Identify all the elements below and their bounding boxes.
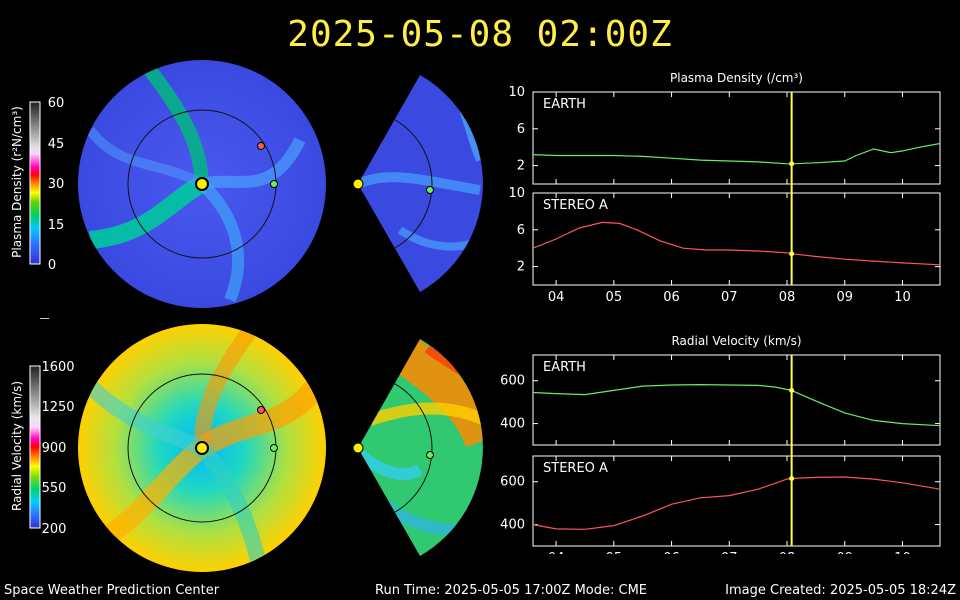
chart-panel-3 [532,455,941,547]
chart-title: Radial Velocity (km/s) [671,334,801,348]
chart-panel-1 [532,192,941,286]
stereo-a-marker [257,406,265,414]
separator-dash [40,318,49,319]
x-tick-label: 07 [721,290,738,305]
footer-run-time: Run Time: 2025-05-05 17:00Z Mode: CME [375,583,648,598]
earth-marker [270,444,278,452]
density-ecliptic-map [78,60,326,308]
velocity-colorbar [29,365,41,529]
sun-icon [195,177,209,191]
y-tick-label: 600 [500,374,525,389]
y-tick-label: 6 [517,223,525,238]
x-tick-label: 08 [779,290,796,305]
time-series-charts: Plasma Density (/cm³) Radial Velocity (km… [500,71,941,554]
velocity-tick-200: 200 [41,522,67,537]
earth-marker [426,186,434,194]
y-tick-label: 6 [517,122,525,137]
density-tick-30: 30 [47,177,65,192]
x-tick-label: 06 [663,551,680,554]
density-tick-0: 0 [47,258,57,273]
y-tick-label: 10 [508,85,525,100]
x-tick-label: 06 [663,290,680,305]
sun-icon [195,441,209,455]
y-tick-label: 400 [500,417,525,432]
chart-frame [532,354,941,446]
series-line [532,476,941,530]
x-tick-label: 04 [548,551,565,554]
chart-title: Plasma Density (/cm³) [670,71,803,85]
current-value-dot [789,251,795,257]
series-line [532,383,941,427]
density-colorbar [29,101,41,265]
density-tick-45: 45 [47,137,65,152]
x-tick-label: 10 [894,551,911,554]
earth-marker [426,451,434,459]
density-tick-15: 15 [47,218,65,233]
earth-marker [270,180,278,188]
x-tick-label: 08 [779,551,796,554]
density-tick-60: 60 [47,96,65,111]
footer-image-created: Image Created: 2025-05-05 18:24Z [725,583,956,598]
panel-label: EARTH [543,360,586,375]
series-line [532,221,941,266]
chart-panel-2 [532,354,941,446]
sun-icon [352,442,364,454]
panel-label: STEREO A [543,198,608,213]
footer-center-name: Space Weather Prediction Center [4,583,220,598]
chart-frame [532,192,941,286]
y-tick-label: 10 [508,186,525,201]
velocity-tick-550: 550 [41,481,67,496]
velocity-tick-900: 900 [41,441,67,456]
chart-frame [532,455,941,547]
y-tick-label: 400 [500,518,525,533]
velocity-ecliptic-map [78,324,326,572]
panel-label: STEREO A [543,461,608,476]
x-tick-label: 05 [606,290,623,305]
sun-icon [352,178,364,190]
y-tick-label: 2 [517,159,525,174]
chart-panel-0 [532,91,941,185]
x-tick-label: 10 [894,290,911,305]
x-tick-label: 07 [721,551,738,554]
velocity-tick-1250: 1250 [41,400,75,415]
current-value-dot [789,387,795,393]
velocity-tick-1600: 1600 [41,360,75,375]
current-value-dot [789,161,795,167]
current-value-dot [789,476,795,481]
series-line [532,142,941,165]
x-tick-label: 05 [606,551,623,554]
model-timestamp: 2025-05-08 02:00Z [287,14,673,55]
panel-label: EARTH [543,97,586,112]
stereo-a-marker [257,142,265,150]
x-tick-label: 04 [548,290,565,305]
chart-frame [532,91,941,185]
x-tick-label: 09 [836,290,853,305]
y-tick-label: 2 [517,260,525,275]
y-tick-label: 600 [500,475,525,490]
x-tick-label: 09 [836,551,853,554]
